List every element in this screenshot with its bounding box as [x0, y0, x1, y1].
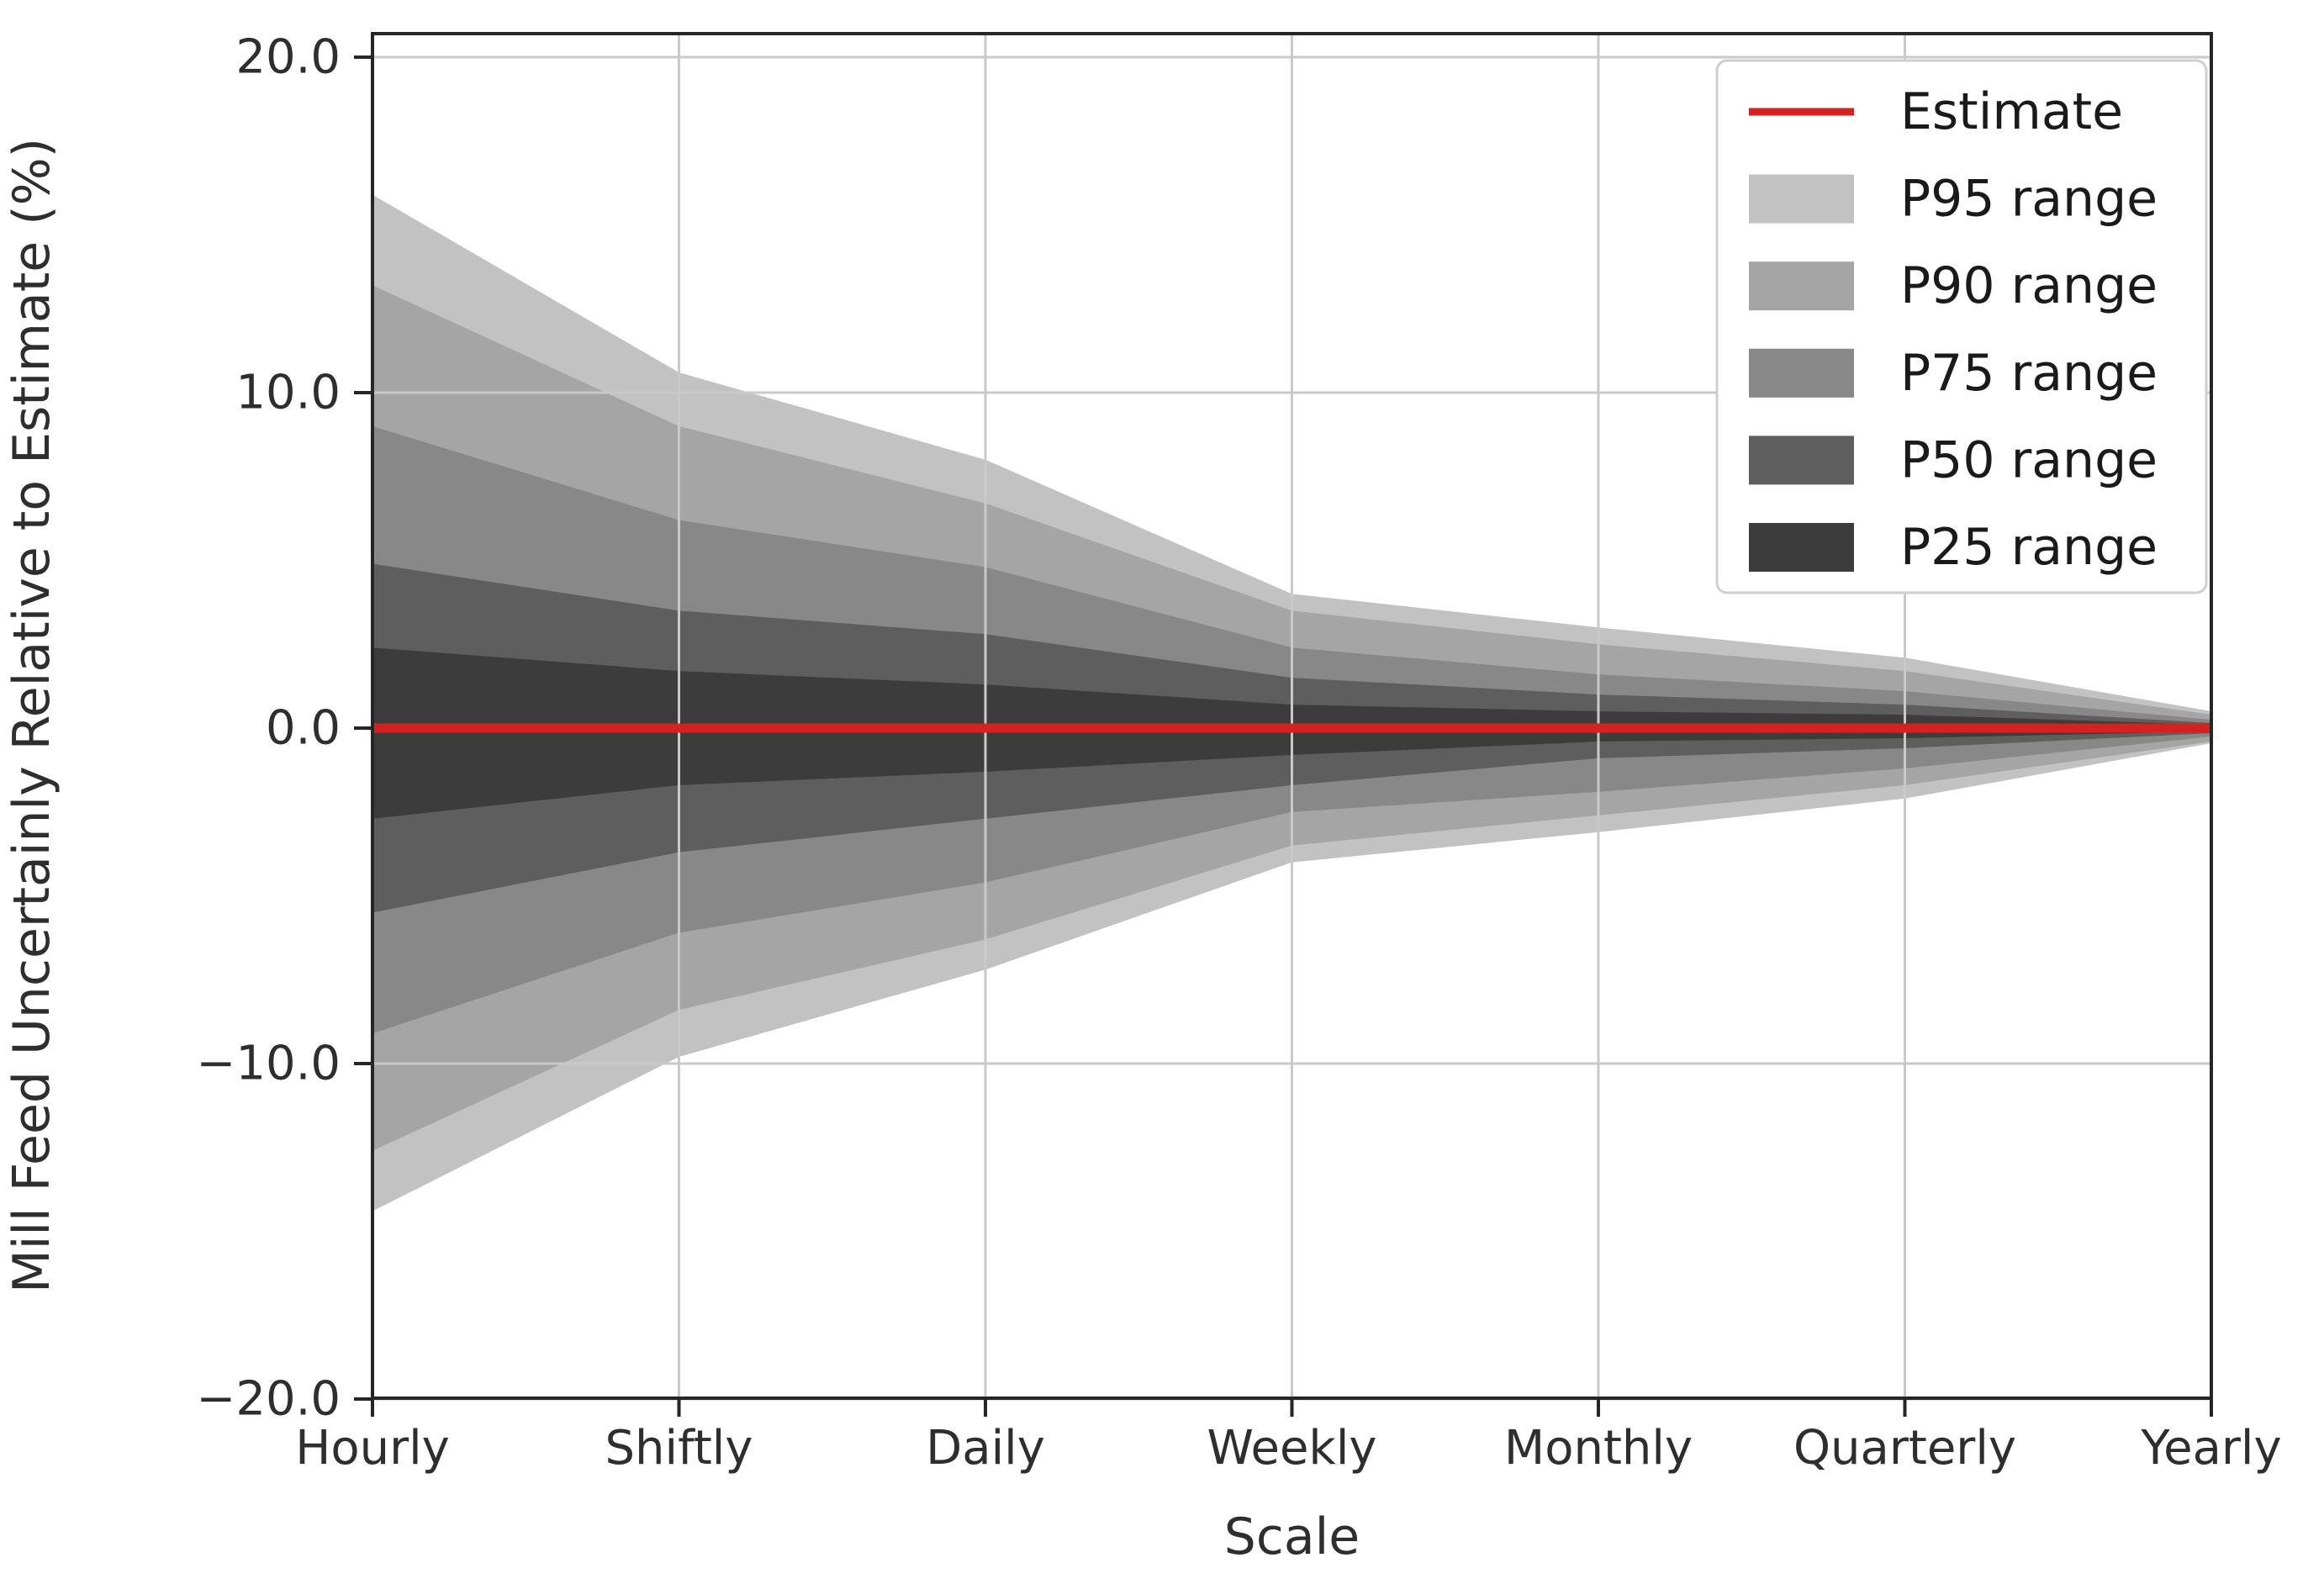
legend-label-p95-range: P95 range [1900, 170, 2158, 229]
x-tick-label-monthly: Monthly [1504, 1421, 1693, 1476]
y-tick-label: 10.0 [235, 366, 341, 420]
legend-swatch-p90-range [1749, 261, 1854, 311]
legend-swatch-p95-range [1749, 174, 1854, 224]
x-tick-label-weekly: Weekly [1207, 1421, 1376, 1476]
y-tick-label: 0.0 [266, 701, 341, 756]
legend: Estimate P95 range P90 range P75 range P50 r… [1715, 59, 2208, 594]
x-tick-label-yearly: Yearly [2140, 1421, 2281, 1476]
y-axis: 20.0 10.0 0.0 −10.0 −20.0 [196, 30, 372, 1427]
legend-swatch-p25-range [1749, 523, 1854, 572]
legend-swatch-p75-range [1749, 348, 1854, 398]
x-tick-label-quarterly: Quarterly [1793, 1421, 2016, 1476]
x-tick-label-hourly: Hourly [295, 1421, 450, 1476]
x-axis-label: Scale [1224, 1507, 1360, 1566]
legend-label-p75-range: P75 range [1900, 344, 2158, 403]
legend-label-p25-range: P25 range [1900, 518, 2158, 577]
x-tick-label-shiftly: Shiftly [605, 1421, 753, 1476]
legend-label-p50-range: P50 range [1900, 430, 2158, 489]
x-tick-label-daily: Daily [926, 1421, 1045, 1476]
legend-label-estimate: Estimate [1900, 82, 2123, 141]
y-axis-label: Mill Feed Uncertainly Relative to Estima… [3, 138, 61, 1293]
y-tick-label: 20.0 [235, 30, 341, 85]
legend-swatch-p50-range [1749, 436, 1854, 485]
x-axis: Hourly Shiftly Daily Weekly Monthly Quarterly… [295, 1398, 2282, 1476]
y-tick-label: −20.0 [196, 1372, 341, 1427]
y-tick-label: −10.0 [196, 1037, 341, 1091]
legend-label-p90-range: P90 range [1900, 256, 2158, 315]
